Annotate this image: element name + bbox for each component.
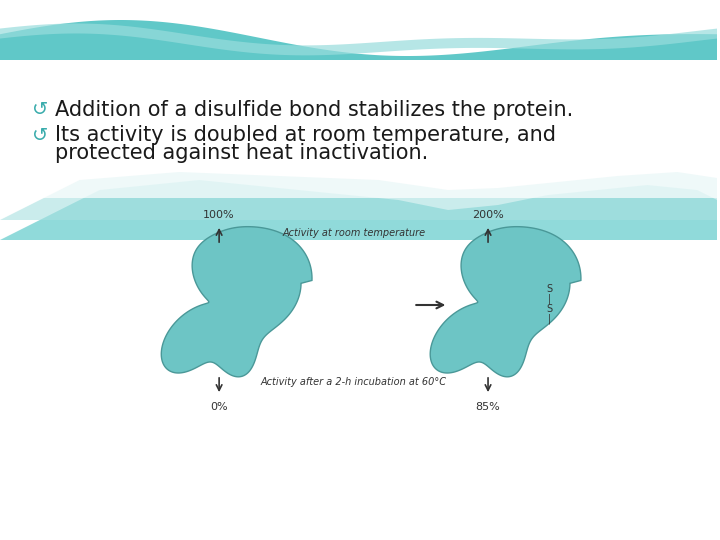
Text: protected against heat inactivation.: protected against heat inactivation. — [55, 143, 428, 163]
Text: ↺: ↺ — [32, 125, 48, 145]
Polygon shape — [0, 23, 717, 56]
Bar — [0, 0, 717, 60]
Text: S: S — [546, 304, 553, 314]
Text: |: | — [548, 314, 552, 325]
Text: Its activity is doubled at room temperature, and: Its activity is doubled at room temperat… — [55, 125, 556, 145]
Text: ↺: ↺ — [32, 100, 48, 119]
Text: 200%: 200% — [472, 210, 504, 220]
Polygon shape — [0, 0, 717, 56]
Text: Activity after a 2-h incubation at 60°C: Activity after a 2-h incubation at 60°C — [261, 377, 446, 387]
Polygon shape — [431, 227, 581, 377]
Text: S: S — [546, 284, 553, 294]
Text: 100%: 100% — [203, 210, 235, 220]
Text: Addition of a disulfide bond stabilizes the protein.: Addition of a disulfide bond stabilizes … — [55, 100, 573, 120]
Polygon shape — [0, 160, 717, 198]
Polygon shape — [0, 172, 717, 220]
Text: |: | — [548, 294, 552, 305]
Polygon shape — [161, 227, 312, 377]
Text: 85%: 85% — [476, 402, 500, 412]
Polygon shape — [0, 0, 717, 30]
Polygon shape — [0, 180, 717, 240]
Text: 0%: 0% — [210, 402, 228, 412]
Text: Activity at room temperature: Activity at room temperature — [282, 228, 425, 238]
